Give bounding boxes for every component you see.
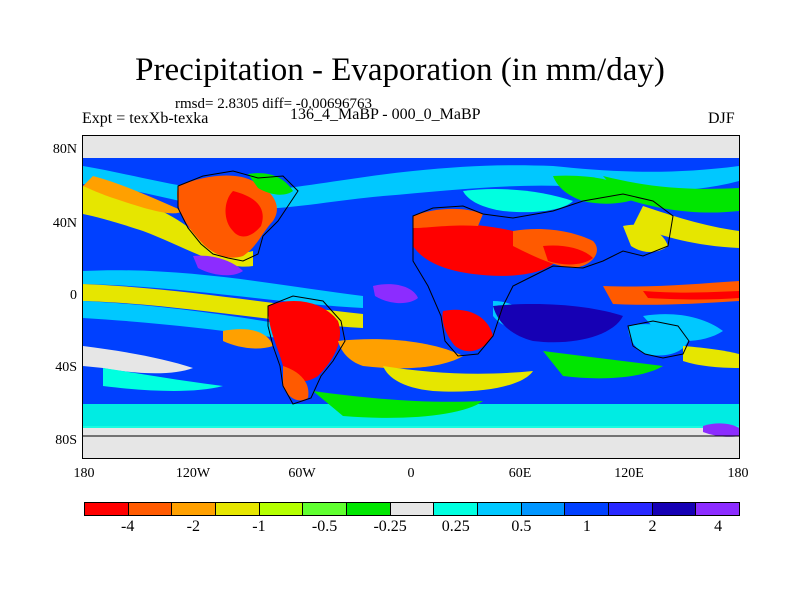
colorbar-swatch <box>259 503 304 515</box>
colorbar-swatch <box>609 503 653 515</box>
colorbar-label: -1 <box>252 518 266 535</box>
x-tick-label: 120W <box>175 466 211 481</box>
y-tick-label: 40N <box>52 216 77 231</box>
colorbar-label: 2 <box>648 518 657 535</box>
colorbar-swatch <box>565 503 610 515</box>
y-tick-label: 0 <box>70 288 77 303</box>
colorbar-swatch <box>172 503 217 515</box>
field-south-america <box>268 301 341 382</box>
colorbar-label: 4 <box>714 518 723 535</box>
x-tick-label: 60W <box>288 466 316 481</box>
x-tick-label: 180 <box>727 466 749 481</box>
colorbar-swatch <box>478 503 522 515</box>
field-antarctic <box>83 426 739 458</box>
colorbar-swatch <box>85 503 129 515</box>
colorbar-label: -0.5 <box>311 518 338 535</box>
colorbar-label: -4 <box>121 518 135 535</box>
map-panel <box>82 135 740 459</box>
colorbar-label: -0.25 <box>373 518 407 535</box>
period-label: 136_4_MaBP - 000_0_MaBP <box>290 106 481 123</box>
colorbar-swatch <box>216 503 260 515</box>
colorbar-swatch <box>696 503 740 515</box>
x-tick-label: 180 <box>73 466 95 481</box>
chart-title: Precipitation - Evaporation (in mm/day) <box>135 52 665 88</box>
colorbar <box>84 502 740 516</box>
colorbar-swatch <box>303 503 348 515</box>
map-field <box>83 136 739 458</box>
y-tick-label: 80S <box>55 433 77 448</box>
coastlines <box>83 170 739 437</box>
y-tick-label: 80N <box>52 142 77 157</box>
stats-label: rmsd= 2.8305 diff= -0.00696763 <box>175 96 373 112</box>
colorbar-label: -2 <box>186 518 200 535</box>
colorbar-swatch <box>652 503 697 515</box>
y-tick-label: 40S <box>55 360 77 375</box>
experiment-label: Expt = texXb-texka <box>82 110 209 127</box>
colorbar-swatch <box>434 503 479 515</box>
colorbar-swatch <box>521 503 566 515</box>
colorbar-label: 0.5 <box>511 518 532 535</box>
colorbar-swatch <box>390 503 435 515</box>
season-label: DJF <box>708 110 735 127</box>
x-tick-label: 60E <box>508 466 532 481</box>
x-tick-label: 120E <box>614 466 644 481</box>
colorbar-label: 1 <box>582 518 591 535</box>
colorbar-label: 0.25 <box>441 518 470 535</box>
x-tick-label: 0 <box>407 466 415 481</box>
colorbar-swatch <box>347 503 391 515</box>
colorbar-swatch <box>128 503 173 515</box>
